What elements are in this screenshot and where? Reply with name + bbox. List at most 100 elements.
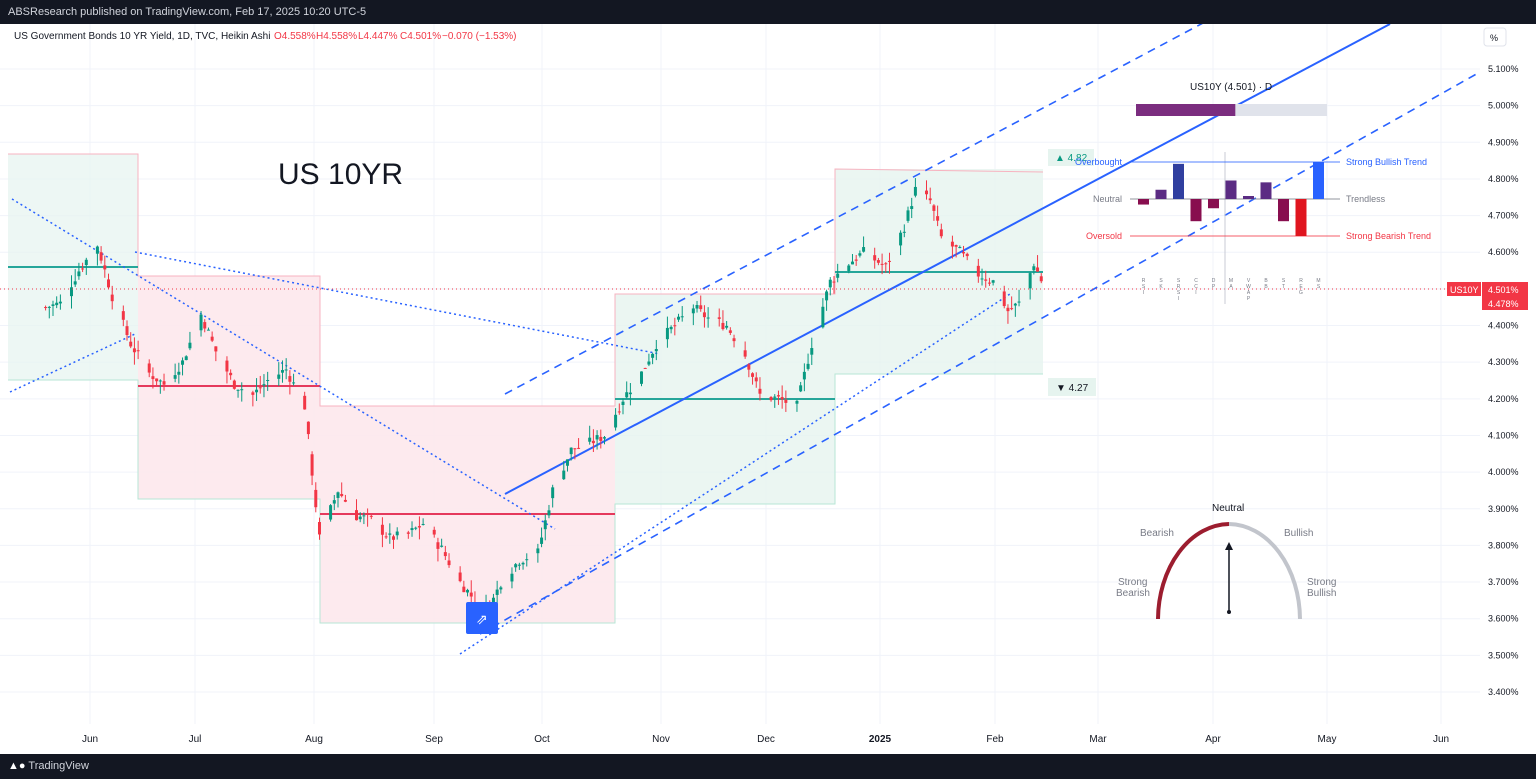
indicator-bar-label: V xyxy=(1247,278,1251,284)
y-tick-label: 4.600% xyxy=(1488,247,1519,257)
candle-body xyxy=(73,281,77,285)
x-tick-label: 2025 xyxy=(869,734,892,745)
candles xyxy=(44,178,1043,619)
candle-body xyxy=(950,241,954,247)
svg-text:%: % xyxy=(1490,33,1498,43)
candle-body xyxy=(517,564,521,566)
candle-body xyxy=(103,265,107,270)
candle-body xyxy=(825,291,829,301)
candle-body xyxy=(107,279,111,288)
candle-body xyxy=(173,375,177,379)
candle-body xyxy=(362,515,366,517)
y-tick-label: 4.300% xyxy=(1488,357,1519,367)
candle-body xyxy=(987,282,991,284)
indicator-level-left: Overbought xyxy=(1075,157,1123,167)
candle-body xyxy=(832,281,836,283)
indicator-level-right: Trendless xyxy=(1346,194,1386,204)
percent-toggle-button[interactable]: % xyxy=(1483,27,1507,47)
indicator-bar xyxy=(1295,199,1307,236)
ohlc-low: L4.447% xyxy=(358,31,398,42)
candle-body xyxy=(810,348,814,355)
score-fill xyxy=(1136,104,1236,116)
gauge-pivot xyxy=(1227,610,1231,614)
price-axis[interactable]: 5.100% 5.000% 4.900% 4.800% 4.700% 4.600% 4.50… xyxy=(1488,64,1519,697)
gauge-label-strong-bullish-1: Strong xyxy=(1307,577,1336,588)
candle-body xyxy=(151,376,155,380)
indicator-bar-label: T xyxy=(1282,284,1285,290)
candle-body xyxy=(614,414,618,428)
indicator-bar-label: A xyxy=(1229,284,1233,290)
candle-body xyxy=(432,529,436,535)
regime-upper-edge xyxy=(8,153,1044,407)
candle-body xyxy=(203,322,207,329)
y-tick-label: 4.200% xyxy=(1488,394,1519,404)
indicator-bar-label: E xyxy=(1299,284,1303,290)
y-tick-label: 3.900% xyxy=(1488,504,1519,514)
candle-body xyxy=(858,253,862,256)
chart-area[interactable]: US 10YR US Government Bonds 10 YR Yield,… xyxy=(0,13,1536,754)
candle-body xyxy=(588,437,592,442)
indicator-bar xyxy=(1190,199,1202,222)
candle-body xyxy=(910,206,914,209)
x-tick-label: Oct xyxy=(534,734,550,745)
range-label-lower: ▼ 4.27 xyxy=(1048,378,1096,396)
candle-body xyxy=(625,392,629,398)
svg-text:4.478%: 4.478% xyxy=(1488,299,1519,309)
candle-body xyxy=(125,326,129,335)
candle-body xyxy=(354,510,358,521)
sentiment-gauge: Neutral Bearish Bullish Strong Bearish S… xyxy=(1116,503,1336,620)
candle-body xyxy=(980,278,984,280)
candle-body xyxy=(491,597,495,606)
publisher-bar: ABSResearch published on TradingView.com… xyxy=(0,0,1536,24)
candle-body xyxy=(976,265,980,277)
candle-body xyxy=(177,371,181,375)
gauge-label-strong-bearish-1: Strong xyxy=(1118,577,1147,588)
candle-body xyxy=(913,186,917,196)
candle-body xyxy=(240,389,244,391)
candle-body xyxy=(366,513,370,515)
x-tick-label: Jun xyxy=(82,734,98,745)
candle-body xyxy=(673,325,677,327)
candle-body xyxy=(799,385,803,392)
candle-body xyxy=(591,440,595,444)
candle-body xyxy=(939,229,943,237)
ohlc-change: −0.070 (−1.53%) xyxy=(442,31,517,42)
candle-body xyxy=(303,395,307,410)
indicator-bar-label: D xyxy=(1212,278,1216,284)
candle-body xyxy=(155,378,159,382)
indicator-level-left: Neutral xyxy=(1093,194,1122,204)
candle-body xyxy=(743,350,747,357)
candle-body xyxy=(665,327,669,340)
time-axis[interactable]: Jun Jul Aug Sep Oct Nov Dec 2025 Feb Mar Apr May Jun xyxy=(82,734,1449,745)
candle-body xyxy=(647,361,651,365)
candle-body xyxy=(795,400,799,404)
indicator-level-right: Strong Bearish Trend xyxy=(1346,231,1431,241)
candle-body xyxy=(677,316,681,320)
chart-svg[interactable]: US 10YR US Government Bonds 10 YR Yield,… xyxy=(0,13,1536,754)
channel-upper xyxy=(504,13,1221,395)
y-tick-label: 5.100% xyxy=(1488,64,1519,74)
candle-body xyxy=(1010,308,1014,310)
candle-body xyxy=(906,210,910,221)
candle-body xyxy=(876,260,880,263)
candle-body xyxy=(147,363,151,373)
candle-body xyxy=(928,198,932,201)
price-tag-last: 4.501% xyxy=(1482,282,1528,296)
candle-body xyxy=(110,294,114,302)
indicator-bar-label: R xyxy=(1142,278,1146,284)
svg-text:4.501%: 4.501% xyxy=(1488,285,1519,295)
dotted-line-2 xyxy=(134,251,661,355)
footer-brand: TradingView xyxy=(28,760,89,772)
range-label-upper: ▲ 4.82 xyxy=(1048,149,1094,166)
candle-body xyxy=(251,392,255,395)
candle-body xyxy=(902,231,906,233)
gauge-label-bullish: Bullish xyxy=(1284,528,1313,539)
candle-body xyxy=(747,364,751,370)
indicator-level-left: Oversold xyxy=(1086,231,1122,241)
indicator-bar-label: S xyxy=(1159,278,1163,284)
candle-body xyxy=(880,263,884,265)
candle-body xyxy=(421,523,425,525)
indicator-bar-label: I xyxy=(1195,290,1196,296)
candle-body xyxy=(232,380,236,389)
